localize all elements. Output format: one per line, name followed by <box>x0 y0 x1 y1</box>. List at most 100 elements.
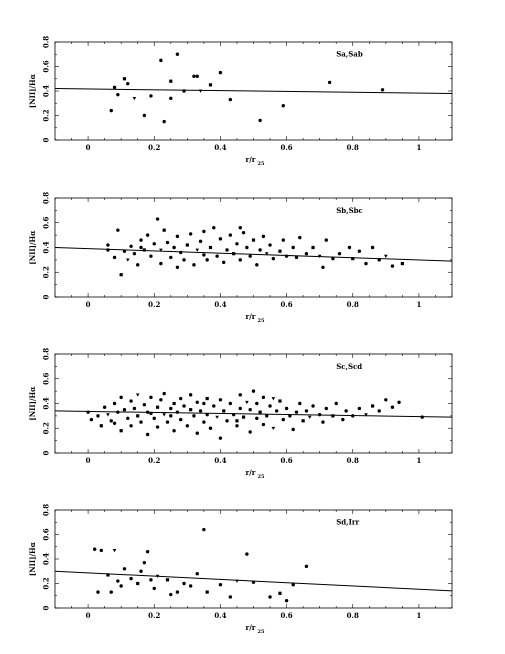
data-point <box>304 564 309 569</box>
plot-frame <box>54 197 453 298</box>
data-point <box>304 251 309 256</box>
data-point <box>89 417 94 422</box>
data-point <box>344 409 348 413</box>
data-point <box>202 229 206 234</box>
data-point <box>142 403 147 407</box>
data-point <box>331 256 335 261</box>
data-point <box>169 414 173 418</box>
panel-label: Sd,Irr <box>336 518 359 527</box>
data-point <box>294 410 299 414</box>
y-tick-label: 0 <box>42 137 51 142</box>
x-tick-label: 0.4 <box>214 611 226 620</box>
data-point <box>215 254 219 258</box>
data-point <box>232 252 236 256</box>
data-point <box>102 405 107 409</box>
data-point <box>202 527 206 532</box>
data-point <box>278 249 282 253</box>
data-point <box>189 408 193 412</box>
data-point <box>384 398 388 402</box>
data-point <box>152 416 156 421</box>
data-point <box>384 254 388 258</box>
x-tick-label: 0.2 <box>148 456 160 465</box>
data-point <box>304 409 309 413</box>
data-point <box>126 416 130 421</box>
data-point <box>106 413 110 417</box>
data-point <box>182 581 186 586</box>
y-tick-label: 0 <box>42 450 51 455</box>
data-point <box>165 420 170 424</box>
data-point <box>235 424 239 428</box>
data-point <box>222 260 226 265</box>
data-point <box>241 230 246 235</box>
fit-line <box>54 247 453 262</box>
data-point <box>420 415 424 419</box>
data-point <box>265 414 269 418</box>
data-point <box>291 583 295 587</box>
data-point <box>337 251 342 256</box>
data-point <box>152 586 156 591</box>
data-point <box>195 248 200 252</box>
data-point <box>298 235 302 240</box>
panel-label: Sa,Sab <box>336 50 363 59</box>
x-tick-label: 0.8 <box>347 611 359 620</box>
data-point <box>400 261 404 266</box>
data-point <box>245 552 249 556</box>
x-axis-label: r/r <box>246 623 256 632</box>
data-point <box>258 410 262 414</box>
data-point <box>145 432 150 437</box>
data-point <box>119 429 123 433</box>
data-point <box>202 401 206 406</box>
data-point <box>175 234 180 239</box>
x-tick-label: 1 <box>416 456 421 465</box>
data-point <box>291 245 295 250</box>
data-point <box>288 414 292 418</box>
y-tick-label: 0 <box>42 605 51 610</box>
y-tick-label: 0.2 <box>42 266 51 278</box>
data-point <box>228 401 233 406</box>
x-axis-label: r/r <box>246 312 256 321</box>
data-point <box>284 406 289 411</box>
data-point <box>152 242 156 246</box>
data-point <box>139 569 143 573</box>
data-point <box>370 245 375 250</box>
data-point <box>281 417 285 422</box>
data-point <box>208 426 213 430</box>
data-point <box>301 419 305 423</box>
x-axis-label: r/r <box>246 155 256 164</box>
data-point <box>218 237 223 241</box>
data-point <box>142 248 146 252</box>
data-point <box>311 245 315 250</box>
x-tick-label: 0.2 <box>148 611 160 620</box>
panel-2: 0 0.2 0.4 0.6 0.8 1 0 0.2 0.4 0.6 0.8 Sb,Sbc r/r 25 [N… <box>28 192 453 324</box>
data-point <box>202 253 206 257</box>
data-point <box>274 409 279 413</box>
data-point <box>261 234 266 239</box>
data-point <box>212 226 216 230</box>
data-point <box>159 58 163 63</box>
x-tick-label: 0.8 <box>347 456 359 465</box>
data-point <box>351 257 355 261</box>
data-point <box>258 118 262 123</box>
data-point <box>129 399 133 403</box>
data-point <box>324 238 328 242</box>
data-point <box>278 399 282 403</box>
data-point <box>235 242 239 246</box>
data-point <box>238 393 242 397</box>
data-point <box>321 265 325 269</box>
data-point <box>268 404 272 408</box>
panel-label: Sc,Scd <box>336 362 362 371</box>
x-tick-label: 0 <box>86 611 91 620</box>
data-point <box>112 401 117 406</box>
data-point <box>188 232 193 236</box>
x-tick-label: 0.6 <box>280 611 292 620</box>
data-point <box>119 584 123 588</box>
x-tick-label: 0.6 <box>280 143 292 152</box>
data-point <box>175 265 180 269</box>
fit-line <box>54 410 453 418</box>
data-point <box>218 436 223 440</box>
y-tick-label: 0.8 <box>42 348 51 360</box>
x-tick-label: 0.8 <box>347 300 359 309</box>
data-point <box>195 572 199 576</box>
data-point <box>129 576 133 581</box>
data-point <box>93 547 97 551</box>
